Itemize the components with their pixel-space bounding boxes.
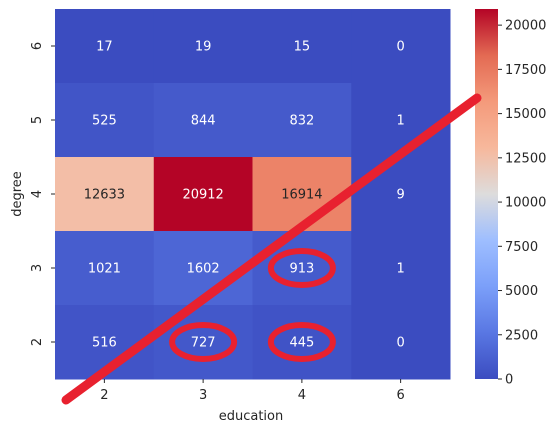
- cell-value-label: 913: [289, 262, 314, 277]
- heatmap-cell: [55, 9, 155, 84]
- heatmap-cell: [351, 305, 451, 380]
- cell-value-label: 0: [396, 40, 404, 55]
- colorbar-tick-label: 10000: [505, 196, 546, 211]
- colorbar-tick-label: 15000: [505, 107, 546, 122]
- cell-value-label: 19: [195, 40, 212, 55]
- cell-value-label: 832: [289, 114, 314, 129]
- heatmap-cell: [252, 157, 352, 232]
- heatmap-cell: [153, 231, 253, 306]
- colorbar-tick-label: 0: [505, 373, 513, 388]
- cell-value-label: 16914: [281, 188, 322, 203]
- colorbar-tick-label: 20000: [505, 19, 546, 34]
- x-tick-label: 2: [100, 388, 108, 403]
- cell-value-label: 1602: [187, 262, 220, 277]
- heatmap-cell: [153, 83, 253, 158]
- heatmap-cell: [351, 9, 451, 84]
- x-tick-label: 4: [298, 388, 306, 403]
- y-axis-label: degree: [10, 171, 25, 217]
- circle-annotation: [169, 322, 238, 362]
- colorbar-tick-label: 5000: [505, 284, 538, 299]
- heatmap-cell: [153, 157, 253, 232]
- cell-value-label: 1: [396, 262, 404, 277]
- cell-value-label: 20912: [182, 188, 223, 203]
- heatmap-cell: [55, 83, 155, 158]
- cell-value-label: 1021: [88, 262, 121, 277]
- heatmap-cell: [351, 231, 451, 306]
- annotation-layer: [61, 93, 482, 405]
- heatmap-cell: [252, 9, 352, 84]
- colorbar-tick-label: 7500: [505, 240, 538, 255]
- cell-value-label: 0: [396, 336, 404, 351]
- colorbar-tick-label: 12500: [505, 151, 546, 166]
- cell-value-label: 12633: [84, 188, 125, 203]
- heatmap-cell-labels: 17 19 15 0 525 844 832 1 12633 20912 16914 9 1021 160…: [84, 40, 405, 351]
- heatmap-cell: [55, 231, 155, 306]
- y-tick-label: 2: [30, 338, 45, 346]
- colorbar-ticks: 0 2500 5000 7500 10000 12500 15000 17500 20000: [498, 19, 546, 388]
- cell-value-label: 17: [96, 40, 113, 55]
- heatmap-cell: [351, 157, 451, 232]
- circle-annotation: [267, 322, 336, 362]
- cell-value-label: 15: [294, 40, 311, 55]
- y-tick-label: 5: [30, 116, 45, 124]
- y-tick-label: 4: [30, 190, 45, 198]
- heatmap-cell: [351, 83, 451, 158]
- colorbar: [475, 9, 498, 379]
- x-tick-label: 6: [396, 388, 404, 403]
- colorbar-tick-label: 2500: [505, 328, 538, 343]
- heatmap-cell: [252, 83, 352, 158]
- cell-value-label: 844: [191, 114, 216, 129]
- y-tick-label: 6: [30, 42, 45, 50]
- x-axis-ticks: 2 3 4 6: [100, 379, 405, 403]
- cell-value-label: 9: [396, 188, 404, 203]
- colorbar-tick-label: 17500: [505, 63, 546, 78]
- heatmap-cell: [55, 157, 155, 232]
- cell-value-label: 525: [92, 114, 117, 129]
- cell-value-label: 1: [396, 114, 404, 129]
- x-axis-label: education: [219, 409, 284, 424]
- y-tick-label: 3: [30, 264, 45, 272]
- y-axis-ticks: 6 5 4 3 2: [30, 42, 55, 346]
- x-tick-label: 3: [199, 388, 207, 403]
- circle-annotation: [267, 248, 336, 288]
- cell-value-label: 516: [92, 336, 117, 351]
- heatmap-cell: [153, 9, 253, 84]
- heatmap-cells: [55, 9, 451, 380]
- diagonal-strike-mark: [61, 93, 482, 405]
- cell-value-label: 445: [289, 336, 314, 351]
- cell-value-label: 727: [191, 336, 216, 351]
